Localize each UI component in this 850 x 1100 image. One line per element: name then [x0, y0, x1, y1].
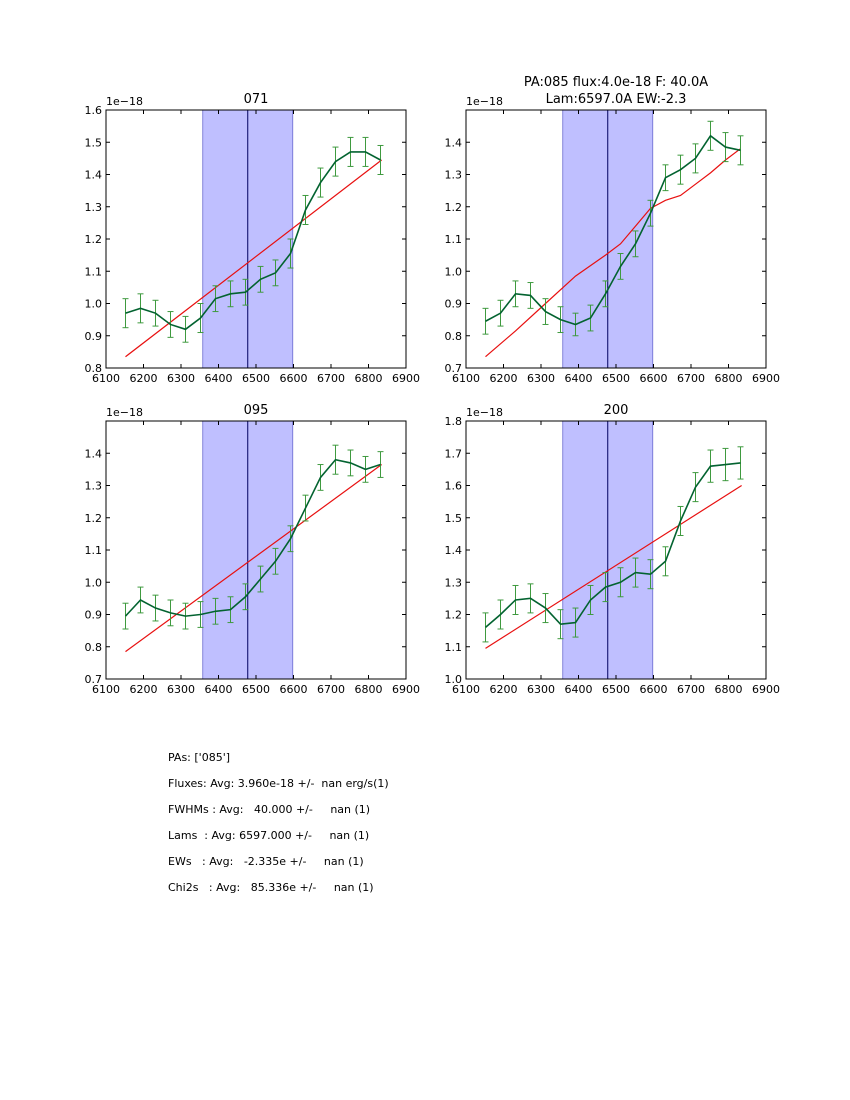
panel-1-ytick-label-2: 1.0: [85, 298, 103, 311]
summary-fluxes: Fluxes: Avg: 3.960e-18 +/- nan erg/s(1): [168, 777, 389, 790]
panel-3-data-line: [124, 458, 381, 617]
summary-pas: PAs: ['085']: [168, 751, 231, 764]
panel-2-fit-line: [485, 148, 741, 358]
panel-4-ytick-label-2: 1.2: [445, 609, 463, 622]
panel-2-xtick-label-2: 6300: [527, 372, 555, 385]
panel-3-ytick-label-0: 0.7: [85, 673, 103, 686]
panel-2-xtick-label-5: 6600: [640, 372, 668, 385]
panel-4-title: 200: [604, 403, 629, 418]
panel-3-ytick-label-4: 1.1: [85, 544, 103, 557]
panel-3-ytick-label-7: 1.4: [85, 447, 103, 460]
panel-2-ytick-label-5: 1.2: [445, 201, 463, 214]
panel-4-xtick-label-7: 6800: [715, 683, 743, 696]
panel-2-xtick-label-0: 6100: [452, 372, 480, 385]
panel-3-ytick-label-1: 0.8: [85, 641, 103, 654]
panel-3-ytick-label-2: 0.9: [85, 609, 103, 622]
panel-2-exponent-label: 1e−18: [466, 95, 503, 108]
panel-2-xtick-label-4: 6500: [602, 372, 630, 385]
panel-2-xtick-label-1: 6200: [490, 372, 518, 385]
panel-1-title: 071: [244, 92, 269, 107]
panel-2-ytick-label-7: 1.4: [445, 136, 463, 149]
panel-4-xtick-label-1: 6200: [490, 683, 518, 696]
panel-3-ytick-label-3: 1.0: [85, 576, 103, 589]
panel-2-ytick-label-0: 0.7: [445, 362, 463, 375]
panel-2: 6100 6200 6300 6400 6500 6600 6700 6800 6900 0.7 0…: [445, 75, 781, 385]
panel-3-ytick-label-6: 1.3: [85, 480, 103, 493]
panel-4-ytick-label-1: 1.1: [445, 641, 463, 654]
summary-chi2s: Chi2s : Avg: 85.336e +/- nan (1): [168, 881, 374, 894]
panel-1-xtick-label-8: 6900: [392, 372, 420, 385]
fit-summary: PAs: ['085'] Fluxes: Avg: 3.960e-18 +/- …: [168, 745, 389, 901]
panel-4-ytick-label-4: 1.4: [445, 544, 463, 557]
panel-2-ytick-label-4: 1.1: [445, 233, 463, 246]
panel-3-xtick-label-2: 6300: [167, 683, 195, 696]
panel-1-xtick-label-3: 6400: [205, 372, 233, 385]
panel-3: 6100 6200 6300 6400 6500 6600 6700 6800 6900 0.7 0…: [85, 403, 421, 696]
panel-3-xtick-label-8: 6900: [392, 683, 420, 696]
panel-1-ytick-label-5: 1.3: [85, 201, 103, 214]
panel-1-xtick-label-4: 6500: [242, 372, 270, 385]
panel-1-exponent-label: 1e−18: [106, 95, 143, 108]
panel-4-xtick-label-2: 6300: [527, 683, 555, 696]
panel-3-xtick-label-5: 6600: [280, 683, 308, 696]
panel-4-ytick-label-6: 1.6: [445, 480, 463, 493]
panel-4-xtick-label-4: 6500: [602, 683, 630, 696]
panel-1: 6100 6200 6300 6400 6500 6600 6700 6800 6900 0.8 0…: [85, 92, 421, 385]
panel-4-xtick-label-3: 6400: [565, 683, 593, 696]
summary-fwhms: FWHMs : Avg: 40.000 +/- nan (1): [168, 803, 371, 816]
panel-1-ytick-label-7: 1.5: [85, 136, 103, 149]
panel-3-xtick-label-7: 6800: [355, 683, 383, 696]
panel-2-ytick-label-2: 0.9: [445, 298, 463, 311]
panel-4-ytick-label-8: 1.8: [445, 415, 463, 428]
panel-2-ytick-label-1: 0.8: [445, 330, 463, 343]
panel-4-exponent-label: 1e−18: [466, 406, 503, 419]
panel-4-ytick-label-7: 1.7: [445, 447, 463, 460]
panel-1-xtick-label-6: 6700: [317, 372, 345, 385]
panel-3-xtick-label-1: 6200: [130, 683, 158, 696]
panel-1-xtick-label-0: 6100: [92, 372, 120, 385]
panel-2-xtick-label-8: 6900: [752, 372, 780, 385]
panel-2-title-line-1: PA:085 flux:4.0e-18 F: 40.0A: [524, 75, 708, 90]
panel-1-ytick-label-0: 0.8: [85, 362, 103, 375]
panel-4-ytick-label-0: 1.0: [445, 673, 463, 686]
panel-3-exponent-label: 1e−18: [106, 406, 143, 419]
panel-1-ytick-label-1: 0.9: [85, 330, 103, 343]
panel-4-xtick-label-8: 6900: [752, 683, 780, 696]
panel-2-data-line: [485, 134, 741, 326]
panel-3-ytick-label-5: 1.2: [85, 512, 103, 525]
panel-3-xtick-label-0: 6100: [92, 683, 120, 696]
panel-4-ytick-label-5: 1.5: [445, 512, 463, 525]
panel-1-ytick-label-4: 1.2: [85, 233, 103, 246]
panel-4-ytick-label-3: 1.3: [445, 576, 463, 589]
panel-1-data-line: [125, 151, 381, 331]
panel-1-ytick-label-3: 1.1: [85, 265, 103, 278]
panel-1-ytick-label-6: 1.4: [85, 169, 103, 182]
panel-2-xtick-label-7: 6800: [715, 372, 743, 385]
panel-4-xtick-label-5: 6600: [640, 683, 668, 696]
panel-3-title: 095: [244, 403, 269, 418]
panel-2-ytick-label-6: 1.3: [445, 169, 463, 182]
panel-1-ytick-label-8: 1.6: [85, 104, 103, 117]
panel-4-xtick-label-0: 6100: [452, 683, 480, 696]
panel-4-xtick-label-6: 6700: [677, 683, 705, 696]
panel-4: 6100 6200 6300 6400 6500 6600 6700 6800 6900 1.0 1…: [445, 403, 781, 696]
panel-4-fit-line: [485, 484, 742, 649]
panel-2-title-line-2: Lam:6597.0A EW:-2.3: [546, 92, 687, 107]
panel-3-xtick-label-6: 6700: [317, 683, 345, 696]
panel-1-xtick-label-7: 6800: [355, 372, 383, 385]
panel-1-xtick-label-2: 6300: [167, 372, 195, 385]
panel-4-data-line: [484, 462, 741, 629]
panel-3-xtick-label-4: 6500: [242, 683, 270, 696]
panel-2-ytick-label-3: 1.0: [445, 265, 463, 278]
panel-1-xtick-label-1: 6200: [130, 372, 158, 385]
panel-2-xtick-label-3: 6400: [565, 372, 593, 385]
panel-1-fit-line: [125, 159, 382, 358]
summary-lams: Lams : Avg: 6597.000 +/- nan (1): [168, 829, 370, 842]
summary-ews: EWs : Avg: -2.335e +/- nan (1): [168, 855, 364, 868]
panel-3-xtick-label-3: 6400: [205, 683, 233, 696]
panel-3-fit-line: [125, 464, 382, 653]
panel-2-xtick-label-6: 6700: [677, 372, 705, 385]
panel-1-xtick-label-5: 6600: [280, 372, 308, 385]
